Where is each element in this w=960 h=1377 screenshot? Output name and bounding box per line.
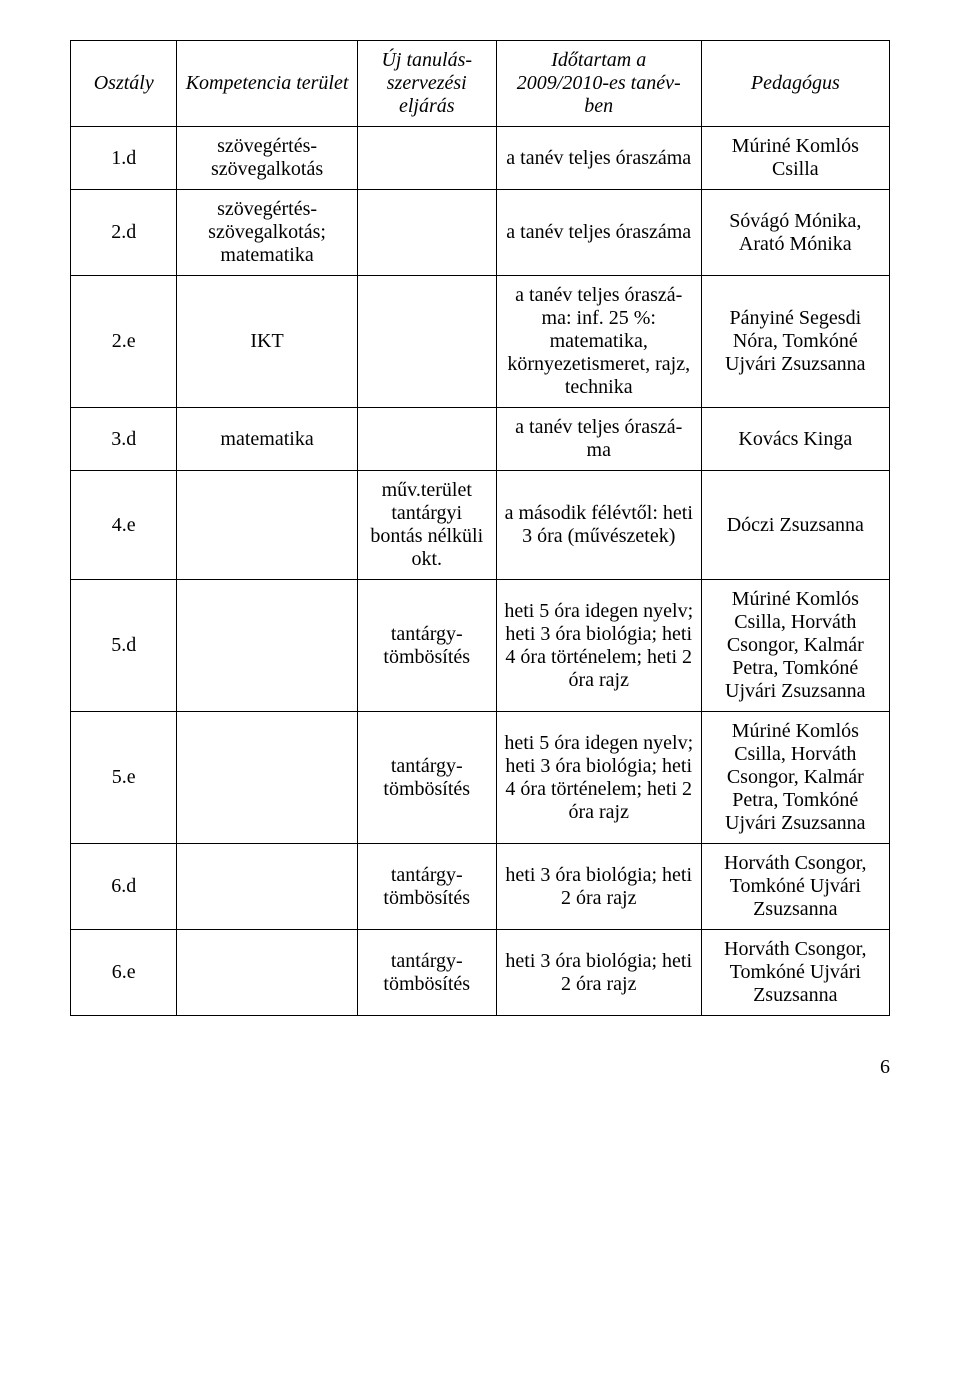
page-number: 6 <box>0 1046 960 1109</box>
cell-osztaly: 5.e <box>71 712 177 844</box>
cell-eljaras <box>357 276 496 408</box>
table-row: 2.e IKT a tanév teljes óraszá- ma: inf. … <box>71 276 890 408</box>
cell-osztaly: 6.e <box>71 930 177 1016</box>
table-row: 4.e műv.terület tantárgyi bontás nélküli… <box>71 471 890 580</box>
header-pedagogus: Pedagógus <box>701 41 889 127</box>
cell-osztaly: 2.d <box>71 190 177 276</box>
header-idotartam: Időtartam a 2009/2010-es tanév- ben <box>496 41 701 127</box>
table-header-row: Osztály Kompetencia terület Új tanulás- … <box>71 41 890 127</box>
cell-kompetencia <box>177 930 357 1016</box>
cell-eljaras <box>357 408 496 471</box>
cell-osztaly: 6.d <box>71 844 177 930</box>
cell-pedagogus: Horváth Csongor, Tomkóné Ujvári Zsuzsann… <box>701 930 889 1016</box>
cell-idotartam: heti 3 óra biológia; heti 2 óra rajz <box>496 930 701 1016</box>
table-row: 5.e tantárgy- tömbösítés heti 5 óra ideg… <box>71 712 890 844</box>
cell-pedagogus: Pányiné Segesdi Nóra, Tomkóné Ujvári Zsu… <box>701 276 889 408</box>
table-row: 6.e tantárgy- tömbösítés heti 3 óra biol… <box>71 930 890 1016</box>
cell-eljaras: tantárgy- tömbösítés <box>357 580 496 712</box>
page-container: Osztály Kompetencia terület Új tanulás- … <box>0 0 960 1046</box>
cell-pedagogus: Dóczi Zsuzsanna <box>701 471 889 580</box>
cell-osztaly: 1.d <box>71 127 177 190</box>
cell-kompetencia: IKT <box>177 276 357 408</box>
cell-pedagogus: Múriné Komlós Csilla, Horváth Csongor, K… <box>701 580 889 712</box>
cell-idotartam: a tanév teljes óraszáma <box>496 127 701 190</box>
cell-eljaras: tantárgy- tömbösítés <box>357 712 496 844</box>
cell-eljaras <box>357 190 496 276</box>
cell-eljaras <box>357 127 496 190</box>
cell-pedagogus: Múriné Komlós Csilla <box>701 127 889 190</box>
cell-idotartam: a tanév teljes óraszá- ma <box>496 408 701 471</box>
cell-idotartam: a második félévtől: heti 3 óra (művészet… <box>496 471 701 580</box>
cell-eljaras: tantárgy- tömbösítés <box>357 844 496 930</box>
cell-osztaly: 4.e <box>71 471 177 580</box>
header-kompetencia: Kompetencia terület <box>177 41 357 127</box>
cell-kompetencia <box>177 580 357 712</box>
cell-osztaly: 2.e <box>71 276 177 408</box>
cell-idotartam: heti 5 óra idegen nyelv; heti 3 óra biol… <box>496 580 701 712</box>
cell-kompetencia <box>177 712 357 844</box>
cell-idotartam: heti 3 óra biológia; heti 2 óra rajz <box>496 844 701 930</box>
header-osztaly: Osztály <box>71 41 177 127</box>
table-row: 5.d tantárgy- tömbösítés heti 5 óra ideg… <box>71 580 890 712</box>
cell-pedagogus: Múriné Komlós Csilla, Horváth Csongor, K… <box>701 712 889 844</box>
cell-pedagogus: Horváth Csongor, Tomkóné Ujvári Zsuzsann… <box>701 844 889 930</box>
cell-pedagogus: Kovács Kinga <box>701 408 889 471</box>
cell-pedagogus: Sóvágó Mónika, Arató Mónika <box>701 190 889 276</box>
cell-idotartam: a tanév teljes óraszá- ma: inf. 25 %: ma… <box>496 276 701 408</box>
table-row: 6.d tantárgy- tömbösítés heti 3 óra biol… <box>71 844 890 930</box>
cell-idotartam: a tanév teljes óraszáma <box>496 190 701 276</box>
cell-kompetencia: matematika <box>177 408 357 471</box>
cell-kompetencia: szövegértés- szövegalkotás <box>177 127 357 190</box>
header-eljaras: Új tanulás- szervezési eljárás <box>357 41 496 127</box>
cell-osztaly: 5.d <box>71 580 177 712</box>
cell-eljaras: tantárgy- tömbösítés <box>357 930 496 1016</box>
cell-kompetencia <box>177 471 357 580</box>
cell-osztaly: 3.d <box>71 408 177 471</box>
table-row: 1.d szövegértés- szövegalkotás a tanév t… <box>71 127 890 190</box>
main-table: Osztály Kompetencia terület Új tanulás- … <box>70 40 890 1016</box>
cell-kompetencia: szövegértés- szövegalkotás; matematika <box>177 190 357 276</box>
cell-kompetencia <box>177 844 357 930</box>
cell-eljaras: műv.terület tantárgyi bontás nélküli okt… <box>357 471 496 580</box>
table-row: 2.d szövegértés- szövegalkotás; matemati… <box>71 190 890 276</box>
cell-idotartam: heti 5 óra idegen nyelv; heti 3 óra biol… <box>496 712 701 844</box>
table-row: 3.d matematika a tanév teljes óraszá- ma… <box>71 408 890 471</box>
